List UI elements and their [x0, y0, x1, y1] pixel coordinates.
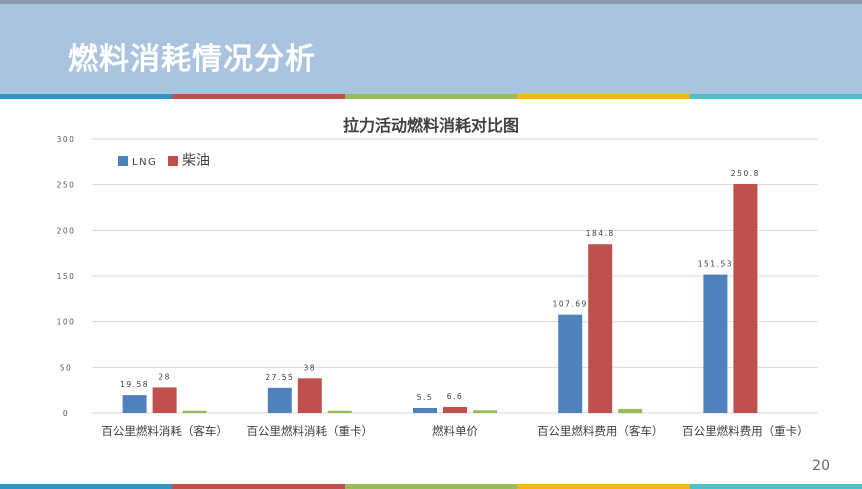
- legend-label: 柴油: [182, 153, 210, 169]
- x-tick-label: 百公里燃料消耗（重卡）: [247, 424, 374, 438]
- y-tick-label: 0: [63, 409, 69, 418]
- data-label: 38: [304, 363, 317, 372]
- data-label: 250.8: [731, 169, 760, 178]
- y-tick-label: 200: [57, 226, 76, 235]
- stripe-segment: [689, 484, 862, 489]
- bar: [443, 406, 467, 413]
- bar: [267, 387, 292, 413]
- stripe-segment: [0, 94, 173, 99]
- bar: [327, 410, 352, 413]
- data-label: 107.69: [553, 300, 588, 309]
- data-label: 6.6: [447, 392, 463, 401]
- y-tick-label: 300: [57, 135, 76, 144]
- bar: [588, 244, 613, 413]
- y-tick-label: 50: [60, 363, 73, 372]
- bar: [733, 183, 758, 413]
- data-label: 27.55: [265, 373, 294, 382]
- x-tick-label: 百公里燃料消耗（客车）: [101, 424, 228, 438]
- top-border: [0, 0, 862, 4]
- stripe-segment: [344, 94, 518, 99]
- stripe-segment: [517, 484, 690, 489]
- bar: [473, 410, 497, 413]
- data-label: 151.53: [698, 260, 733, 269]
- bar: [152, 387, 177, 413]
- x-tick-label: 百公里燃料费用（客车）: [537, 424, 664, 438]
- color-stripe-top: [0, 94, 862, 99]
- legend-swatch: [168, 156, 178, 166]
- x-tick-label: 燃料单价: [432, 424, 478, 438]
- bar: [618, 408, 643, 413]
- stripe-segment: [344, 484, 518, 489]
- data-label: 184.8: [586, 229, 615, 238]
- stripe-segment: [0, 484, 173, 489]
- slide-title: 燃料消耗情况分析: [68, 42, 316, 77]
- legend-swatch: [118, 156, 128, 166]
- bar: [413, 407, 437, 413]
- chart-title: 拉力活动燃料消耗对比图: [343, 116, 519, 135]
- data-label: 28: [158, 372, 171, 381]
- stripe-segment: [517, 94, 690, 99]
- slide-header: 燃料消耗情况分析: [0, 4, 862, 94]
- stripe-segment: [689, 94, 862, 99]
- fuel-consumption-chart: 拉力活动燃料消耗对比图 0 50 100 150 200 250 300 19.58 27.55 5…: [57, 116, 818, 438]
- stripe-segment: [172, 484, 345, 489]
- page-number: 20: [812, 458, 830, 474]
- x-tick-label: 百公里燃料费用（重卡）: [682, 424, 809, 438]
- data-label: 5.5: [417, 393, 433, 402]
- stripe-segment: [172, 94, 345, 99]
- bar: [297, 378, 322, 413]
- bar: [558, 314, 583, 413]
- bar: [703, 274, 728, 413]
- y-tick-label: 250: [57, 181, 76, 190]
- y-tick-label: 100: [57, 318, 76, 327]
- bar: [182, 410, 207, 413]
- legend-label: LNG: [132, 157, 157, 168]
- color-stripe-bottom: [0, 484, 862, 489]
- y-tick-label: 150: [57, 272, 76, 281]
- bar: [122, 395, 147, 413]
- data-label: 19.58: [120, 380, 149, 389]
